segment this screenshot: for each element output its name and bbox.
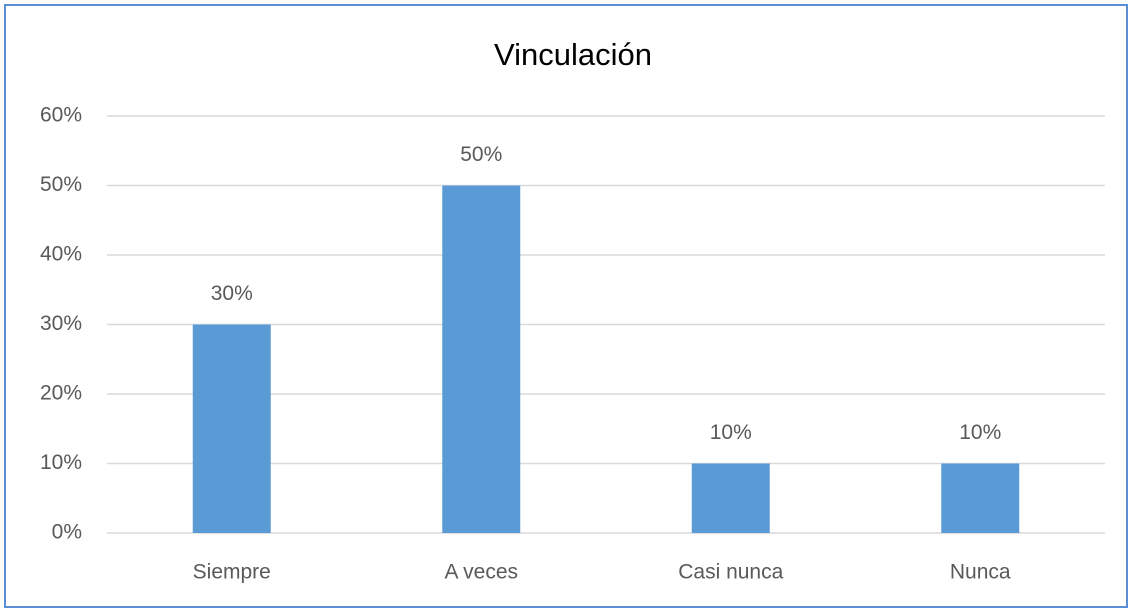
chart-border [4,4,1128,608]
y-tick-label: 60% [40,104,82,127]
y-tick-label: 50% [40,173,82,196]
data-label: 30% [211,282,253,305]
bar [691,463,770,533]
y-tick-label: 0% [52,521,82,544]
x-tick-label: Siempre [193,561,271,584]
y-tick-label: 40% [40,243,82,266]
bar [442,185,521,533]
data-label: 10% [710,421,752,444]
y-tick-label: 10% [40,451,82,474]
bar [941,463,1020,533]
y-tick-label: 20% [40,382,82,405]
data-label: 10% [959,421,1001,444]
x-tick-label: Nunca [950,561,1011,584]
bar [192,324,271,533]
chart-title: Vinculación [494,37,652,72]
x-tick-label: Casi nunca [678,561,783,584]
x-tick-label: A veces [444,561,518,584]
data-label: 50% [460,143,502,166]
y-tick-label: 30% [40,312,82,335]
